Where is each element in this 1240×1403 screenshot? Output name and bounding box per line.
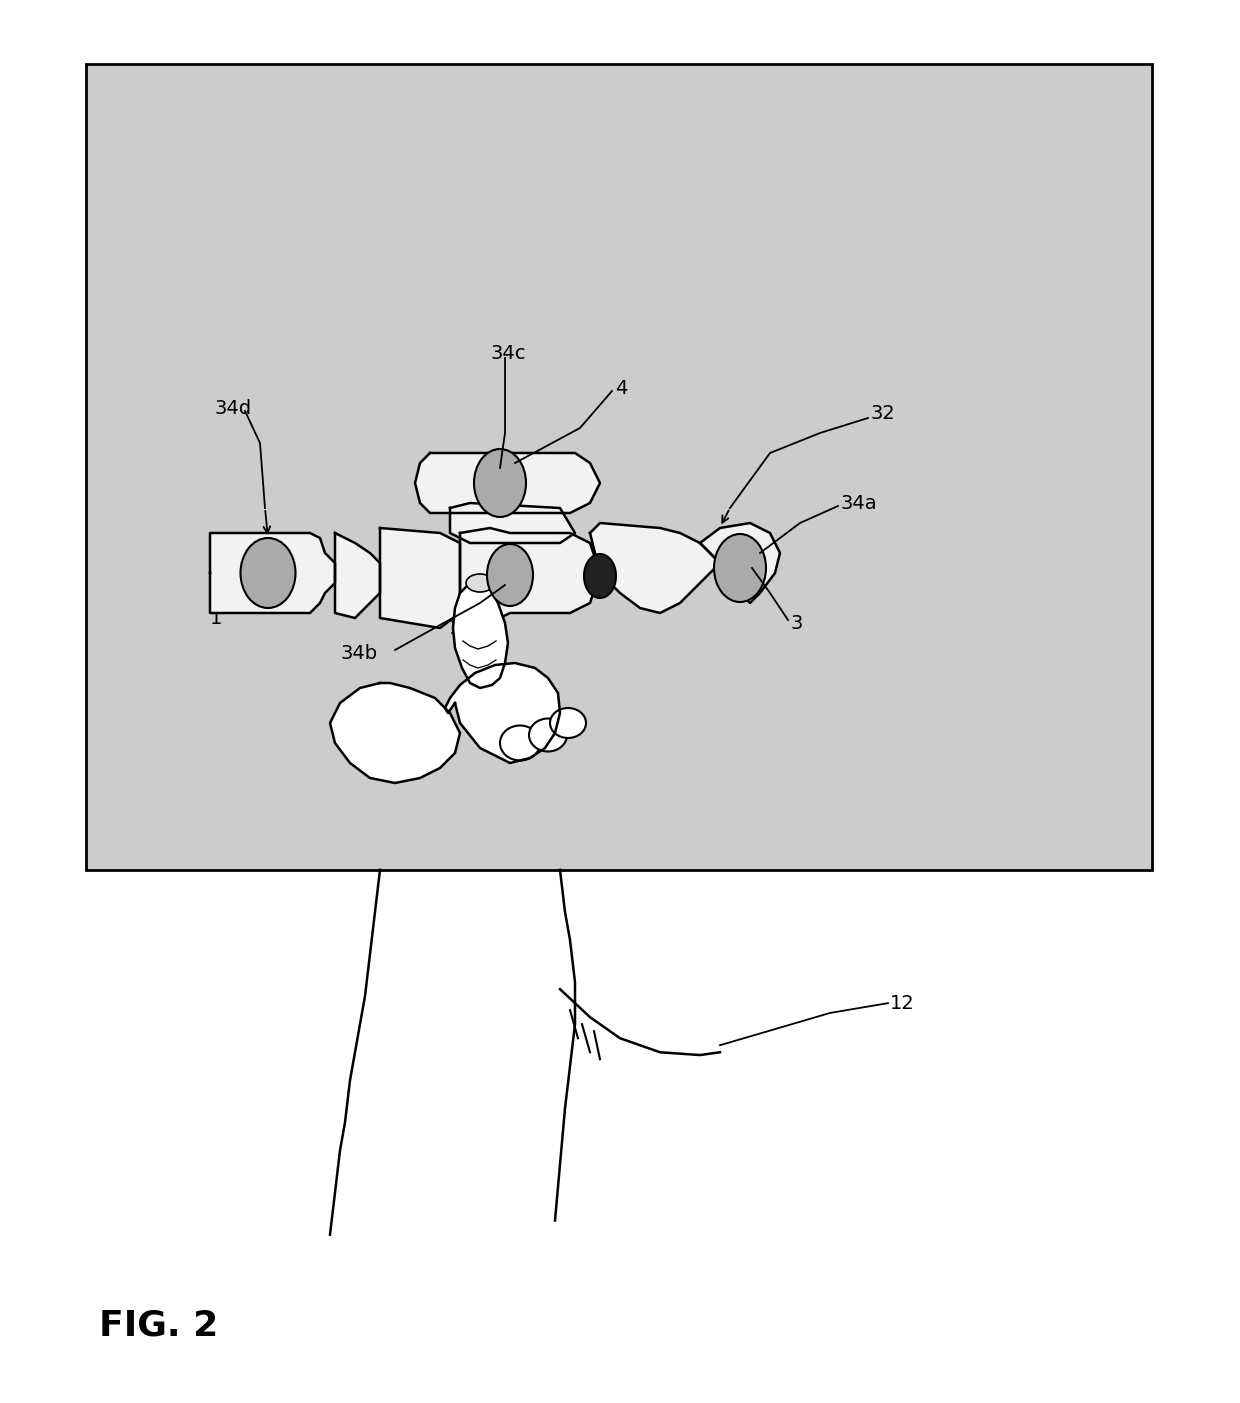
Polygon shape	[210, 533, 335, 613]
Ellipse shape	[466, 574, 494, 592]
Text: 32: 32	[870, 404, 895, 422]
Polygon shape	[701, 523, 780, 603]
Polygon shape	[379, 528, 460, 629]
Text: FIG. 2: FIG. 2	[99, 1309, 218, 1343]
Text: 34a: 34a	[839, 494, 877, 512]
Text: 3: 3	[790, 613, 802, 633]
Ellipse shape	[241, 537, 295, 607]
Text: 2: 2	[450, 619, 463, 637]
Ellipse shape	[487, 544, 533, 606]
Polygon shape	[453, 578, 508, 687]
Bar	[86, 65, 1152, 870]
Polygon shape	[460, 528, 600, 623]
Polygon shape	[450, 504, 575, 543]
Polygon shape	[590, 523, 720, 613]
Text: 34b: 34b	[340, 644, 377, 662]
Text: 1: 1	[210, 609, 222, 627]
Ellipse shape	[584, 554, 616, 598]
Ellipse shape	[551, 709, 587, 738]
Text: 12: 12	[890, 993, 915, 1013]
Text: 34d: 34d	[215, 398, 252, 418]
Text: 34c: 34c	[490, 344, 526, 362]
Polygon shape	[415, 453, 600, 513]
Ellipse shape	[714, 535, 766, 602]
Ellipse shape	[500, 725, 539, 760]
Text: 4: 4	[615, 379, 627, 397]
Polygon shape	[330, 683, 460, 783]
Ellipse shape	[474, 449, 526, 516]
Polygon shape	[335, 533, 379, 617]
Polygon shape	[445, 664, 560, 763]
Ellipse shape	[529, 718, 567, 752]
